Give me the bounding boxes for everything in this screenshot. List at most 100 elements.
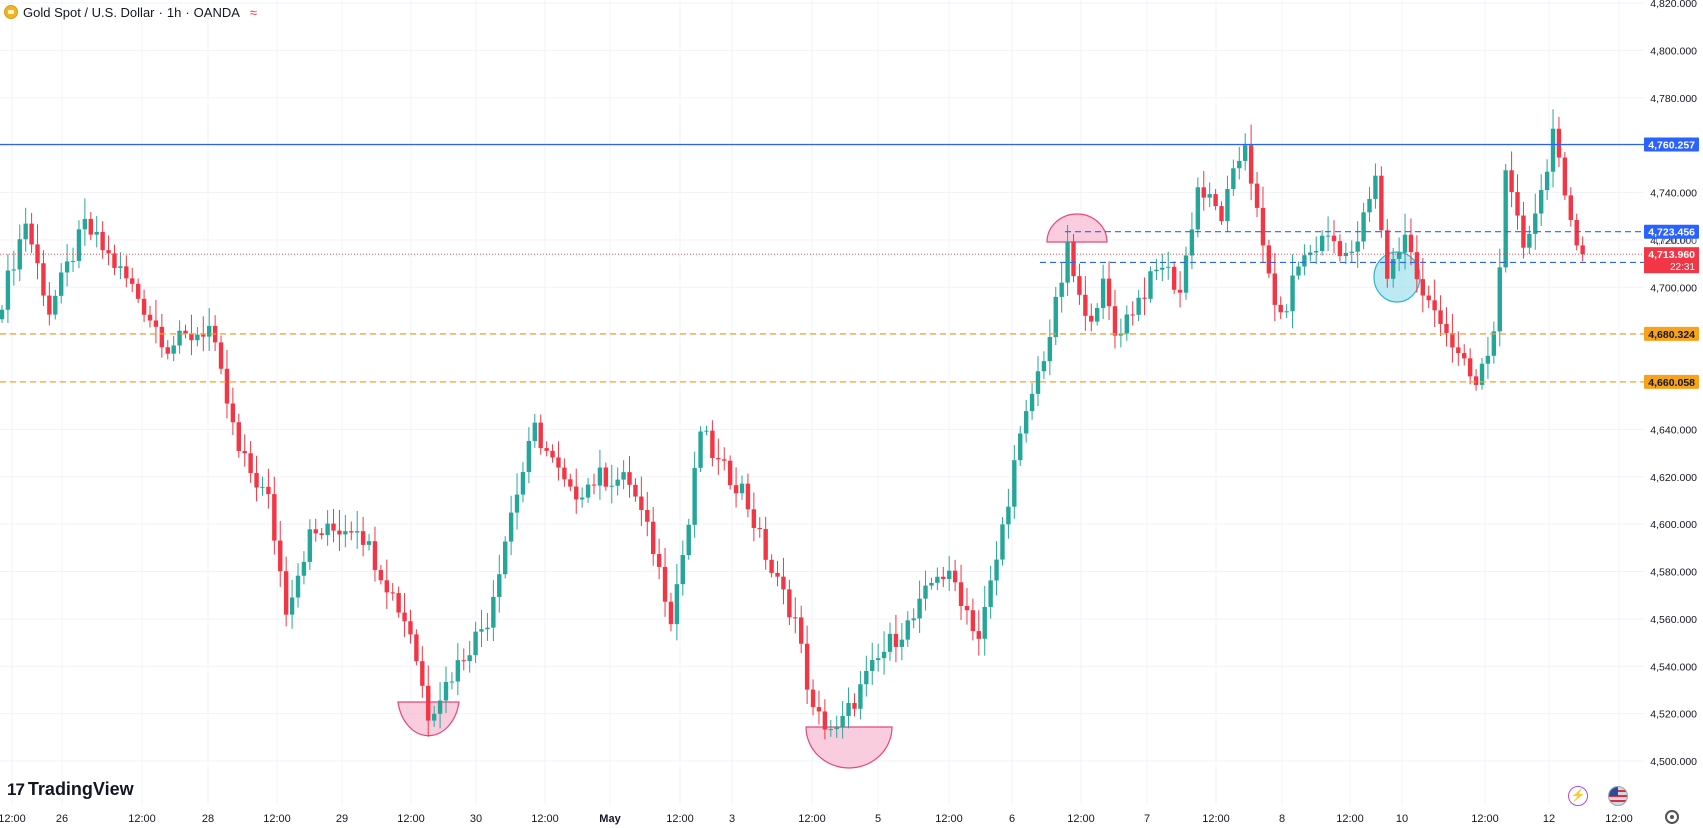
candle-body xyxy=(1361,212,1366,242)
candle-body xyxy=(846,702,851,716)
candle-body xyxy=(1095,308,1100,322)
candle-body xyxy=(757,527,762,530)
candle-body xyxy=(1503,170,1508,268)
chart-header[interactable]: Gold Spot / U.S. Dollar · 1h · OANDA ≈ xyxy=(4,3,257,21)
candle-body xyxy=(988,580,993,607)
candle-body xyxy=(1373,175,1378,199)
wave-icon[interactable]: ≈ xyxy=(249,4,258,20)
candle-body xyxy=(639,496,644,511)
candle-body xyxy=(295,575,301,598)
x-tick-label: 12:00 xyxy=(1336,813,1364,825)
tradingview-logo[interactable]: 17 TradingView xyxy=(7,779,134,800)
candle-body xyxy=(508,512,514,542)
candle-body xyxy=(41,263,46,296)
candle-body xyxy=(230,403,236,423)
candle-body xyxy=(17,239,22,270)
symbol-title[interactable]: Gold Spot / U.S. Dollar xyxy=(23,4,155,20)
candle-body xyxy=(994,559,999,581)
candle-body xyxy=(1154,269,1159,272)
x-tick-label: 5 xyxy=(875,813,881,825)
candle-body xyxy=(35,244,40,264)
candle-body xyxy=(165,347,170,354)
candle-body xyxy=(5,270,11,310)
candle-body xyxy=(716,458,721,460)
candle-body xyxy=(674,584,680,625)
candle-body xyxy=(331,523,336,531)
candle-body xyxy=(1041,361,1047,372)
candle-body xyxy=(899,639,905,647)
x-tick-label: 12:00 xyxy=(397,813,425,825)
candle-body xyxy=(177,330,182,346)
candle-body xyxy=(970,610,976,632)
candle-body xyxy=(455,660,461,682)
interval-label[interactable]: 1h xyxy=(166,4,182,20)
candle-body xyxy=(183,330,188,334)
candle-body xyxy=(905,620,910,640)
candle-body xyxy=(236,422,241,452)
candle-body xyxy=(1237,160,1242,169)
x-tick-label: 12:00 xyxy=(531,813,559,825)
price-badge-label: 4,723.456 xyxy=(1648,227,1695,239)
candle-body xyxy=(893,633,899,647)
candle-body xyxy=(1089,315,1094,322)
candle-body xyxy=(1296,266,1301,276)
candle-body xyxy=(751,509,757,528)
gold-coin-icon xyxy=(4,5,18,19)
candle-body xyxy=(402,612,407,622)
last-price-label: 4,713.960 xyxy=(1648,249,1695,261)
candle-body xyxy=(550,450,555,458)
candle-body xyxy=(645,510,650,522)
candle-body xyxy=(804,643,810,690)
us-flag-icon[interactable] xyxy=(1608,786,1628,806)
candle-body xyxy=(1479,363,1485,385)
candle-body xyxy=(881,651,887,659)
price-badge xyxy=(1644,326,1699,341)
candle-body xyxy=(887,633,893,652)
candle-body xyxy=(514,494,520,513)
candle-body xyxy=(1035,371,1041,394)
separator: · xyxy=(158,4,163,20)
x-tick-label: 12:00 xyxy=(1605,813,1633,825)
candle-body xyxy=(1142,297,1147,299)
gear-icon[interactable] xyxy=(1665,810,1679,824)
y-tick-label: 4,700.000 xyxy=(1650,282,1697,294)
candle-body xyxy=(1349,251,1354,253)
y-tick-label: 4,600.000 xyxy=(1650,519,1697,531)
candle-body xyxy=(1355,241,1360,252)
candle-body xyxy=(574,486,579,500)
candle-body xyxy=(94,231,99,235)
time-axis[interactable]: 12:00 26 12:00 28 12:00 29 12:00 30 12:00 May 12:0… xyxy=(0,813,1633,825)
candle-body xyxy=(1207,194,1212,198)
x-tick-label: 12:00 xyxy=(263,813,291,825)
candle-body xyxy=(1177,289,1183,293)
price-levels xyxy=(0,143,1644,383)
price-axis[interactable]: 4,500.000 4,520.000 4,540.000 4,560.000 4,58… xyxy=(1644,0,1699,768)
candle-body xyxy=(396,593,401,613)
candle-body xyxy=(1029,393,1035,412)
candle-body xyxy=(556,457,561,468)
candle-body xyxy=(739,483,745,494)
candle-body xyxy=(1100,278,1106,309)
candle-body xyxy=(1414,252,1420,280)
candle-body xyxy=(485,627,490,630)
separator: · xyxy=(185,4,190,20)
candle-body xyxy=(982,606,987,639)
flash-icon[interactable]: ⚡ xyxy=(1568,786,1588,806)
candle-body xyxy=(1112,306,1118,336)
candle-body xyxy=(787,589,792,618)
candle-body xyxy=(449,681,455,683)
candle-body xyxy=(947,570,952,580)
candle-body xyxy=(929,582,934,586)
candle-body xyxy=(923,585,928,599)
y-tick-label: 4,640.000 xyxy=(1650,424,1697,436)
candle-body xyxy=(1106,278,1112,307)
y-tick-label: 4,560.000 xyxy=(1650,614,1697,626)
x-tick-label: 8 xyxy=(1279,813,1285,825)
candle-body xyxy=(1485,355,1491,364)
candle-body xyxy=(1148,271,1153,299)
candle-body xyxy=(662,566,668,602)
candle-body xyxy=(1568,195,1573,220)
candle-body xyxy=(1319,235,1325,251)
candle-body xyxy=(260,486,265,488)
